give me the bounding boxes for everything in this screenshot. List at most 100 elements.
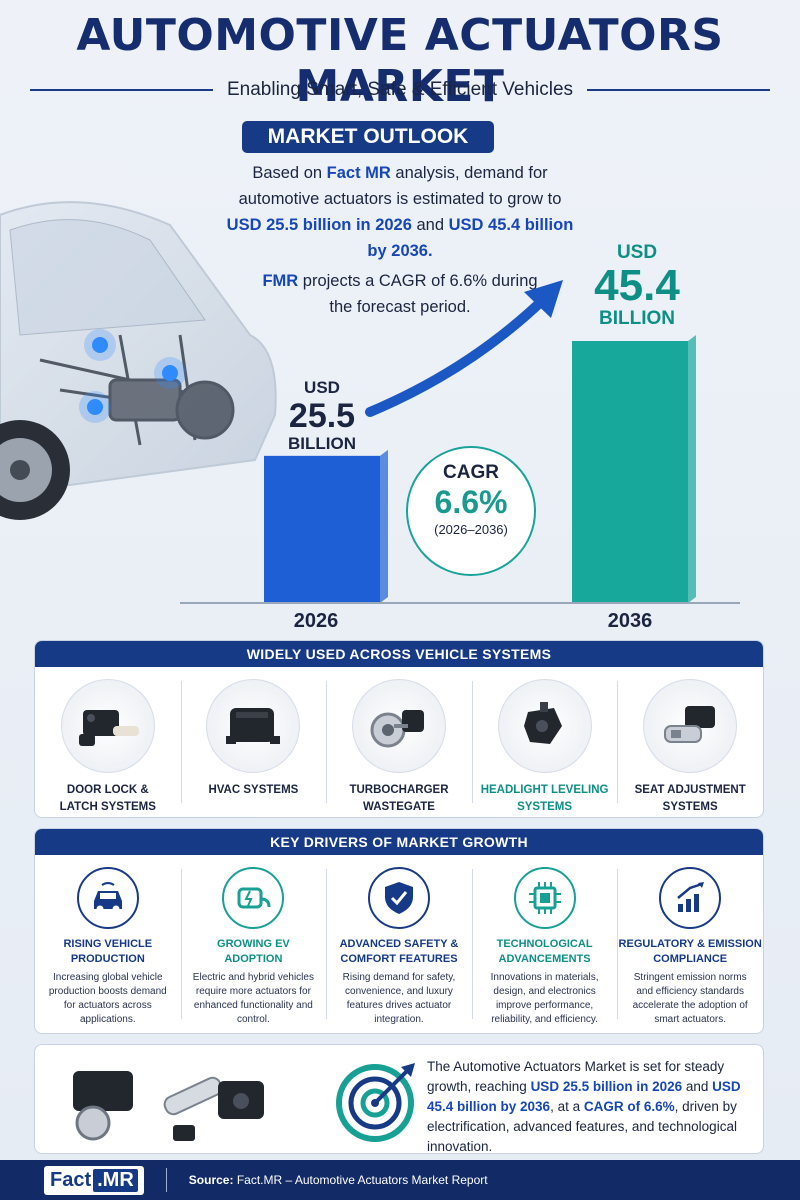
system-label-line: HVAC SYSTEMS bbox=[208, 784, 299, 796]
driver-title-line: REGULATORY & EMISSION bbox=[618, 938, 762, 950]
summary-text-part: , driven by electrification, advanced fe… bbox=[427, 1099, 737, 1154]
market-size-bar-chart bbox=[180, 280, 740, 604]
summary-text: The Automotive Actuators Market is set f… bbox=[427, 1057, 757, 1157]
summary-highlight: USD 25.5 billion in 2026 bbox=[530, 1079, 683, 1094]
growth-drivers-heading: KEY DRIVERS OF MARKET GROWTH bbox=[35, 829, 763, 855]
bar-value-2036: 45.4 bbox=[594, 261, 680, 310]
value-highlight-2036: USD 45.4 billion bbox=[448, 216, 574, 234]
footer-divider bbox=[165, 1168, 167, 1192]
driver-title-line: COMFORT FEATURES bbox=[340, 953, 458, 965]
system-label-line: LATCH SYSTEMS bbox=[59, 801, 156, 813]
car-chassis-illustration bbox=[0, 201, 277, 520]
system-label: HVAC SYSTEMS bbox=[204, 782, 302, 799]
outlook-text: automotive actuators is estimated to gro… bbox=[238, 190, 562, 208]
logo-text: Fact bbox=[50, 1168, 92, 1191]
driver-item: REGULATORY & EMISSION COMPLIANCE Stringen… bbox=[617, 855, 763, 1033]
system-label-line: SYSTEMS bbox=[517, 801, 573, 813]
system-item: HVAC SYSTEMS bbox=[180, 667, 327, 817]
value-highlight-year: by 2036. bbox=[367, 242, 433, 260]
market-outlook-banner: MARKET OUTLOOK bbox=[242, 121, 494, 153]
factmr-logo: Fact .MR bbox=[44, 1165, 144, 1195]
door-lock-actuator-icon bbox=[60, 679, 155, 773]
headlight-actuator-icon bbox=[497, 679, 592, 773]
driver-title: ADVANCED SAFETY & COMFORT FEATURES bbox=[340, 937, 459, 969]
shield-check-icon bbox=[367, 867, 430, 929]
outlook-text: the forecast period. bbox=[329, 298, 471, 316]
vehicle-systems-heading: WIDELY USED ACROSS VEHICLE SYSTEMS bbox=[35, 641, 763, 667]
summary-highlight: CAGR of 6.6% bbox=[583, 1099, 675, 1114]
driver-item: TECHNOLOGICAL ADVANCEMENTS Innovations in… bbox=[471, 855, 618, 1033]
vehicle-systems-list: DOOR LOCK & LATCH SYSTEMS HVAC SYSTEMS TU… bbox=[35, 667, 763, 817]
system-label: DOOR LOCK & LATCH SYSTEMS bbox=[56, 782, 160, 816]
system-label: SEAT ADJUSTMENT SYSTEMS bbox=[631, 782, 750, 816]
cagr-label: CAGR bbox=[443, 462, 499, 483]
system-label-line: DOOR LOCK & bbox=[66, 784, 149, 796]
cagr-period: (2026–2036) bbox=[434, 522, 508, 537]
driver-description: Innovations in materials, design, and el… bbox=[490, 972, 599, 1025]
bar-2026 bbox=[264, 455, 380, 603]
driver-title: RISING VEHICLE PRODUCTION bbox=[63, 937, 152, 969]
driver-item: ADVANCED SAFETY & COMFORT FEATURES Rising… bbox=[326, 855, 472, 1033]
driver-description: Increasing global vehicle production boo… bbox=[48, 972, 167, 1025]
bar-label-2036: USD 45.4 BILLION bbox=[570, 242, 704, 330]
summary-text-part: The Automotive Actuators Market is set f… bbox=[427, 1059, 725, 1094]
turbo-wastegate-actuator-icon bbox=[351, 679, 446, 773]
driver-item: GROWING EV ADOPTION Electric and hybrid v… bbox=[180, 855, 327, 1033]
growth-chart-icon bbox=[659, 867, 722, 929]
driver-title: GROWING EV ADOPTION bbox=[217, 937, 290, 969]
system-label-line: HEADLIGHT LEVELING bbox=[480, 784, 609, 796]
bar-label-suffix: BILLION bbox=[599, 308, 675, 329]
summary-text-part: and bbox=[682, 1079, 713, 1094]
source-citation: Source: Fact.MR – Automotive Actuators M… bbox=[189, 1173, 488, 1187]
target-arrow-icon bbox=[336, 1063, 415, 1142]
driver-description: Electric and hybrid vehicles require mor… bbox=[192, 972, 314, 1025]
x-tick-2036: 2036 bbox=[607, 610, 653, 632]
bar-label-suffix: BILLION bbox=[288, 434, 356, 453]
page-title: AUTOMOTIVE ACTUATORS MARKET bbox=[76, 10, 724, 112]
driver-title-line: ADVANCEMENTS bbox=[498, 953, 591, 965]
driver-title: REGULATORY & EMISSION COMPLIANCE bbox=[619, 937, 762, 969]
summary-highlight: USD 45.4 billion by 2036 bbox=[427, 1079, 741, 1114]
driver-title-line: TECHNOLOGICAL bbox=[496, 938, 593, 950]
system-label: HEADLIGHT LEVELING SYSTEMS bbox=[477, 782, 613, 816]
hvac-actuator-icon bbox=[206, 679, 301, 773]
brand-highlight: Fact MR bbox=[326, 164, 391, 182]
vehicle-systems-section: WIDELY USED ACROSS VEHICLE SYSTEMS DOOR … bbox=[34, 640, 764, 818]
outlook-text: Based on bbox=[252, 164, 327, 182]
system-label-line: SYSTEMS bbox=[662, 801, 718, 813]
bar-label-unit: USD bbox=[304, 378, 340, 397]
system-item: SEAT ADJUSTMENT SYSTEMS bbox=[617, 667, 763, 817]
value-highlight-2026: USD 25.5 billion in 2026 bbox=[226, 216, 412, 234]
bar-side-2026 bbox=[380, 449, 388, 603]
bar-label-2026: USD 25.5 BILLION bbox=[262, 378, 382, 454]
growth-drivers-list: RISING VEHICLE PRODUCTION Increasing glob… bbox=[35, 855, 763, 1033]
x-tick-2026: 2026 bbox=[293, 610, 339, 632]
logo-text: .MR bbox=[93, 1168, 138, 1192]
driver-item: RISING VEHICLE PRODUCTION Increasing glob… bbox=[35, 855, 181, 1033]
summary-panel: The Automotive Actuators Market is set f… bbox=[34, 1044, 764, 1154]
system-label-line: WASTEGATE bbox=[362, 801, 435, 813]
source-text: Fact.MR – Automotive Actuators Market Re… bbox=[233, 1173, 488, 1187]
driver-description: Rising demand for safety, convenience, a… bbox=[342, 972, 456, 1025]
growth-arrow-head bbox=[524, 280, 563, 318]
chip-icon bbox=[513, 867, 576, 929]
bar-2036 bbox=[572, 341, 688, 603]
page-subtitle: Enabling Smart, Safe & Efficient Vehicle… bbox=[226, 79, 574, 100]
bar-label-unit: USD bbox=[616, 242, 658, 263]
system-label: TURBOCHARGER WASTEGATE bbox=[345, 782, 452, 816]
system-item: DOOR LOCK & LATCH SYSTEMS bbox=[35, 667, 181, 817]
outlook-text: and bbox=[411, 216, 449, 234]
subtitle-row: Enabling Smart, Safe & Efficient Vehicle… bbox=[30, 76, 771, 104]
actuator-products-illustration bbox=[73, 1071, 264, 1141]
driver-title-line: ADOPTION bbox=[224, 953, 283, 965]
seat-motor-actuator-icon bbox=[643, 679, 738, 773]
cagr-badge: CAGR 6.6% (2026–2036) bbox=[406, 446, 536, 576]
driver-description: Stringent emission norms and efficiency … bbox=[632, 972, 748, 1025]
bar-value-2026: 25.5 bbox=[288, 397, 356, 435]
bar-side-2036 bbox=[688, 335, 696, 603]
driver-title-line: COMPLIANCE bbox=[653, 953, 728, 965]
summary-text-part: , at a bbox=[550, 1099, 584, 1114]
page-footer: Fact .MR Source: Fact.MR – Automotive Act… bbox=[0, 1160, 800, 1200]
subtitle-rule-left bbox=[30, 89, 213, 91]
ev-charging-icon bbox=[222, 867, 285, 929]
